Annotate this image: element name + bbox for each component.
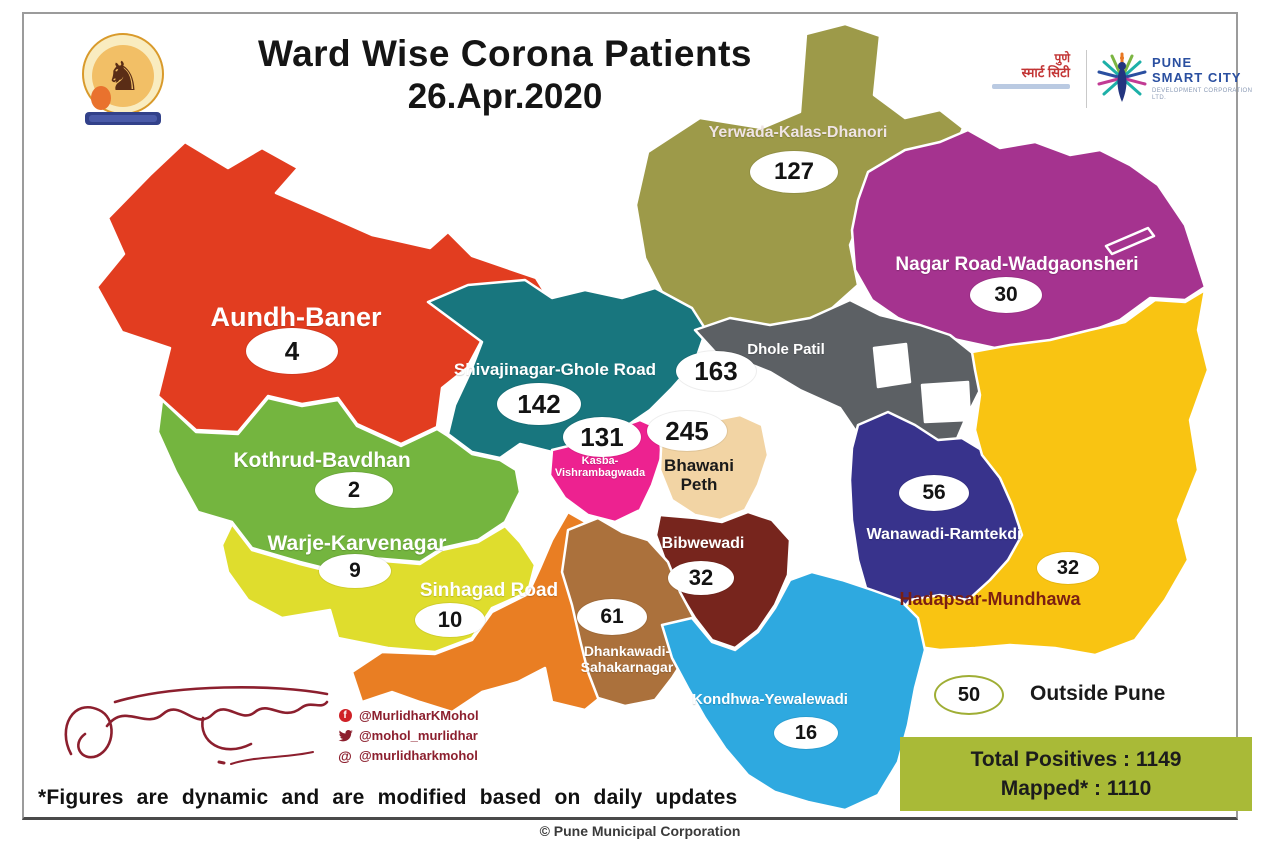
outside-pune-count-oval: 50 <box>934 675 1004 715</box>
twitter-icon <box>337 728 353 743</box>
ward-label-dhankawadi: Dhankawadi-Sahakarnagar <box>580 643 674 675</box>
total-positives-text: Total Positives : 1149 <box>970 747 1182 771</box>
ward-label-hadapsar: Hadapsar-Mundhawa <box>899 589 1081 609</box>
smart-city-line-3: DEVELOPMENT CORPORATION LTD. <box>1152 87 1253 101</box>
ward-shape-shivajinagar <box>426 278 708 460</box>
social-handles: f @MurlidharKMohol @mohol_murlidhar @ @m… <box>337 708 479 768</box>
smart-city-line-1: PUNE <box>1152 55 1193 70</box>
instagram-row: @ @murlidharkmohol <box>337 748 479 763</box>
ward-count-dhankawadi: 61 <box>577 599 647 635</box>
instagram-handle: @murlidharkmohol <box>359 748 478 763</box>
ward-label-warje: Warje-Karvenagar <box>267 532 447 555</box>
summary-box: Total Positives : 1149 Mapped* : 1110 <box>900 737 1252 811</box>
ward-label-bhawani-peth: Bhawani Peth <box>664 456 734 495</box>
horse-rider-icon: ♞ <box>105 55 141 99</box>
ward-count-bhawani-peth: 245 <box>647 411 727 451</box>
ward-count-hadapsar: 32 <box>1037 552 1099 584</box>
ward-count-yerwada: 127 <box>750 151 838 193</box>
peacock-icon <box>1097 52 1147 102</box>
title-line-2: 26.Apr.2020 <box>407 77 603 117</box>
ward-label-kondhwa: Kondhwa-Yewalewadi <box>692 691 848 708</box>
ward-count-sinhagad: 10 <box>415 603 485 637</box>
ward-label-kasba: Kasba-Vishrambagwada <box>554 455 646 480</box>
ward-count-nagar-road: 30 <box>970 277 1042 313</box>
ward-label-nagar-road: Nagar Road-Wadgaonsheri <box>895 254 1139 275</box>
outside-pune-label: Outside Pune <box>1030 682 1166 705</box>
ward-count-wanawadi: 56 <box>899 475 969 511</box>
copyright-text: © Pune Municipal Corporation <box>539 823 741 839</box>
facebook-icon: f <box>337 708 353 723</box>
ward-count-shivajinagar: 142 <box>497 383 581 425</box>
ward-shape-aundh-baner <box>95 140 551 446</box>
pmc-hindi-line-1: पुणे <box>1054 51 1071 65</box>
ward-label-bibwewadi: Bibwewadi <box>661 535 745 552</box>
mapped-text: Mapped* : 1110 <box>1000 777 1152 800</box>
ward-count-warje: 9 <box>319 554 391 588</box>
ward-label-kothrud: Kothrud-Bavdhan <box>233 449 411 472</box>
page-title: Ward Wise Corona Patients 26.Apr.2020 <box>200 32 810 118</box>
logo-divider <box>1086 50 1087 108</box>
ward-count-kondhwa: 16 <box>774 717 838 749</box>
ward-label-dhole-patil: Dhole Patil <box>747 341 825 358</box>
ward-count-dhole-patil: 163 <box>676 351 756 391</box>
pmc-hindi-line-2: स्मार्ट सिटी <box>1021 64 1070 80</box>
ward-label-sinhagad: Sinhagad Road <box>419 580 559 601</box>
ward-shape-nagar-road-dash <box>1104 226 1156 256</box>
smart-city-line-2: SMART CITY <box>1152 69 1242 85</box>
ward-shape-kondhwa <box>660 570 927 812</box>
dynamic-figures-note: *Figures are dynamic and are modified ba… <box>38 786 738 809</box>
ward-shape-hadapsar <box>893 288 1210 657</box>
dhole-patil-white-cutout-1 <box>872 342 912 389</box>
title-line-1: Ward Wise Corona Patients <box>258 33 752 74</box>
pmc-emblem-logo: ♞ <box>82 33 164 125</box>
ward-label-aundh-baner: Aundh-Baner <box>210 302 382 332</box>
twitter-handle: @mohol_murlidhar <box>359 728 478 743</box>
mayor-signature-calligraphy <box>64 686 329 765</box>
ward-count-aundh-baner: 4 <box>246 328 338 374</box>
pune-smart-city-logo: PUNE SMART CITY DEVELOPMENT CORPORATION … <box>1152 55 1262 102</box>
ward-shape-nagar-road <box>850 128 1207 350</box>
ward-count-kothrud: 2 <box>315 472 393 508</box>
facebook-row: f @MurlidharKMohol <box>337 708 479 723</box>
ward-count-bibwewadi: 32 <box>668 561 734 595</box>
twitter-row: @mohol_murlidhar <box>337 728 479 743</box>
ward-count-kasba: 131 <box>563 417 641 457</box>
dhole-patil-white-cutout-2 <box>920 380 972 424</box>
instagram-icon: @ <box>338 747 352 764</box>
ward-label-shivajinagar: Shivajinagar-Ghole Road <box>453 360 657 379</box>
facebook-handle: @MurlidharKMohol <box>359 708 479 723</box>
pmc-hindi-logo: पुणे स्मार्ट सिटी <box>992 51 1071 89</box>
pmc-hindi-subtext-bar <box>992 83 1070 89</box>
ward-label-wanawadi: Wanawadi-Ramtekdi <box>866 526 1022 543</box>
ward-label-yerwada: Yerwada-Kalas-Dhanori <box>708 124 888 141</box>
